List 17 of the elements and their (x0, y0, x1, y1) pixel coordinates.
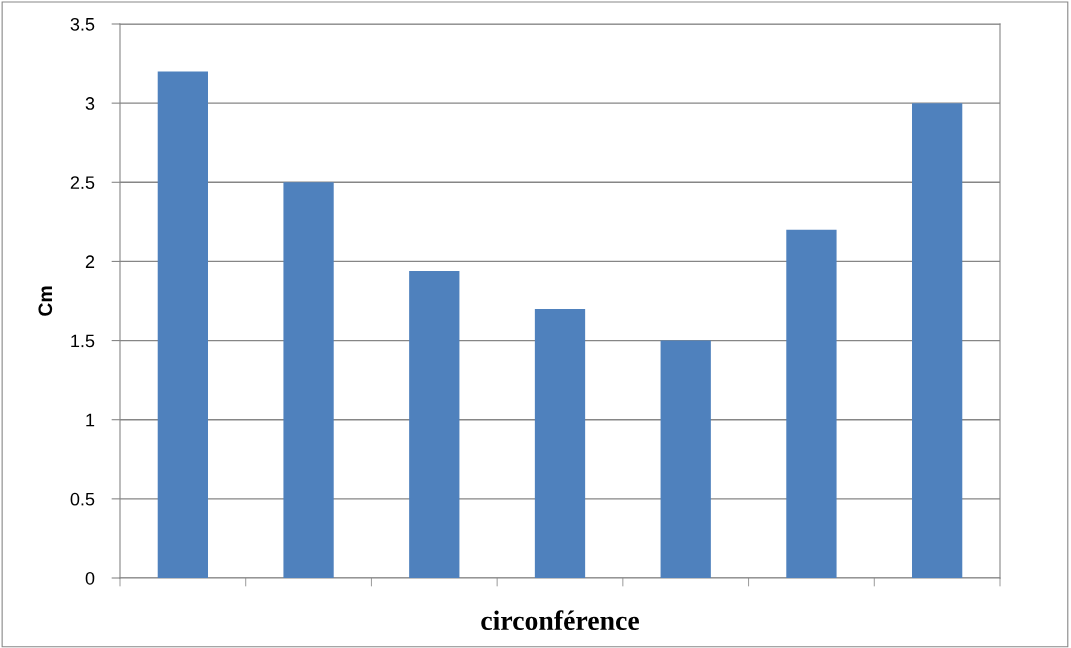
y-tick-label: 2 (85, 255, 95, 268)
y-tick-label: 3 (85, 97, 95, 110)
bar (157, 71, 208, 578)
bar (283, 182, 334, 578)
bar (409, 270, 460, 578)
y-tick-label: 3.5 (70, 17, 95, 31)
y-tick-label: 0.5 (70, 492, 95, 506)
bar (660, 340, 711, 578)
bar (912, 103, 963, 578)
x-axis-title: circonférence (481, 610, 639, 631)
bar (534, 308, 586, 578)
y-tick-label: 1 (86, 413, 95, 427)
y-tick-label: 2.5 (70, 176, 95, 190)
y-tick-label: 1.5 (71, 334, 95, 348)
y-axis-title: Cm (38, 286, 53, 316)
bar (786, 229, 837, 578)
y-tick-label: 0 (85, 571, 95, 585)
